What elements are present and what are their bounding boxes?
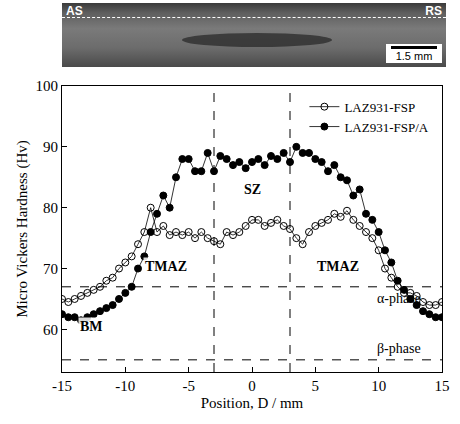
svg-text:β-phase: β-phase	[377, 341, 421, 356]
svg-text:15: 15	[435, 378, 450, 394]
svg-text:LAZ931-FSP: LAZ931-FSP	[344, 100, 415, 115]
svg-text:5: 5	[312, 378, 320, 394]
svg-text:Micro Vickers Hardness (Hv): Micro Vickers Hardness (Hv)	[14, 140, 31, 318]
svg-text:10: 10	[371, 378, 386, 394]
svg-text:TMAZ: TMAZ	[317, 259, 359, 274]
svg-text:-10: -10	[115, 378, 135, 394]
svg-text:90: 90	[43, 139, 58, 155]
svg-text:BM: BM	[80, 319, 103, 334]
html-text:RS: RS	[425, 4, 442, 18]
html-text:1.5 mm: 1.5 mm	[395, 50, 433, 62]
svg-text:80: 80	[43, 200, 58, 216]
svg-text:Position, D / mm: Position, D / mm	[201, 395, 304, 411]
html-text:AS: AS	[66, 4, 83, 18]
svg-text:-5: -5	[182, 378, 195, 394]
svg-text:LAZ931-FSP/A: LAZ931-FSP/A	[344, 120, 428, 135]
svg-text:0: 0	[248, 378, 256, 394]
svg-text:100: 100	[36, 78, 59, 94]
svg-text:TMAZ: TMAZ	[145, 259, 187, 274]
svg-text:70: 70	[43, 261, 58, 277]
svg-text:60: 60	[43, 322, 58, 338]
svg-text:SZ: SZ	[244, 182, 261, 197]
svg-text:-15: -15	[52, 378, 72, 394]
svg-text:α-phase: α-phase	[377, 291, 421, 306]
